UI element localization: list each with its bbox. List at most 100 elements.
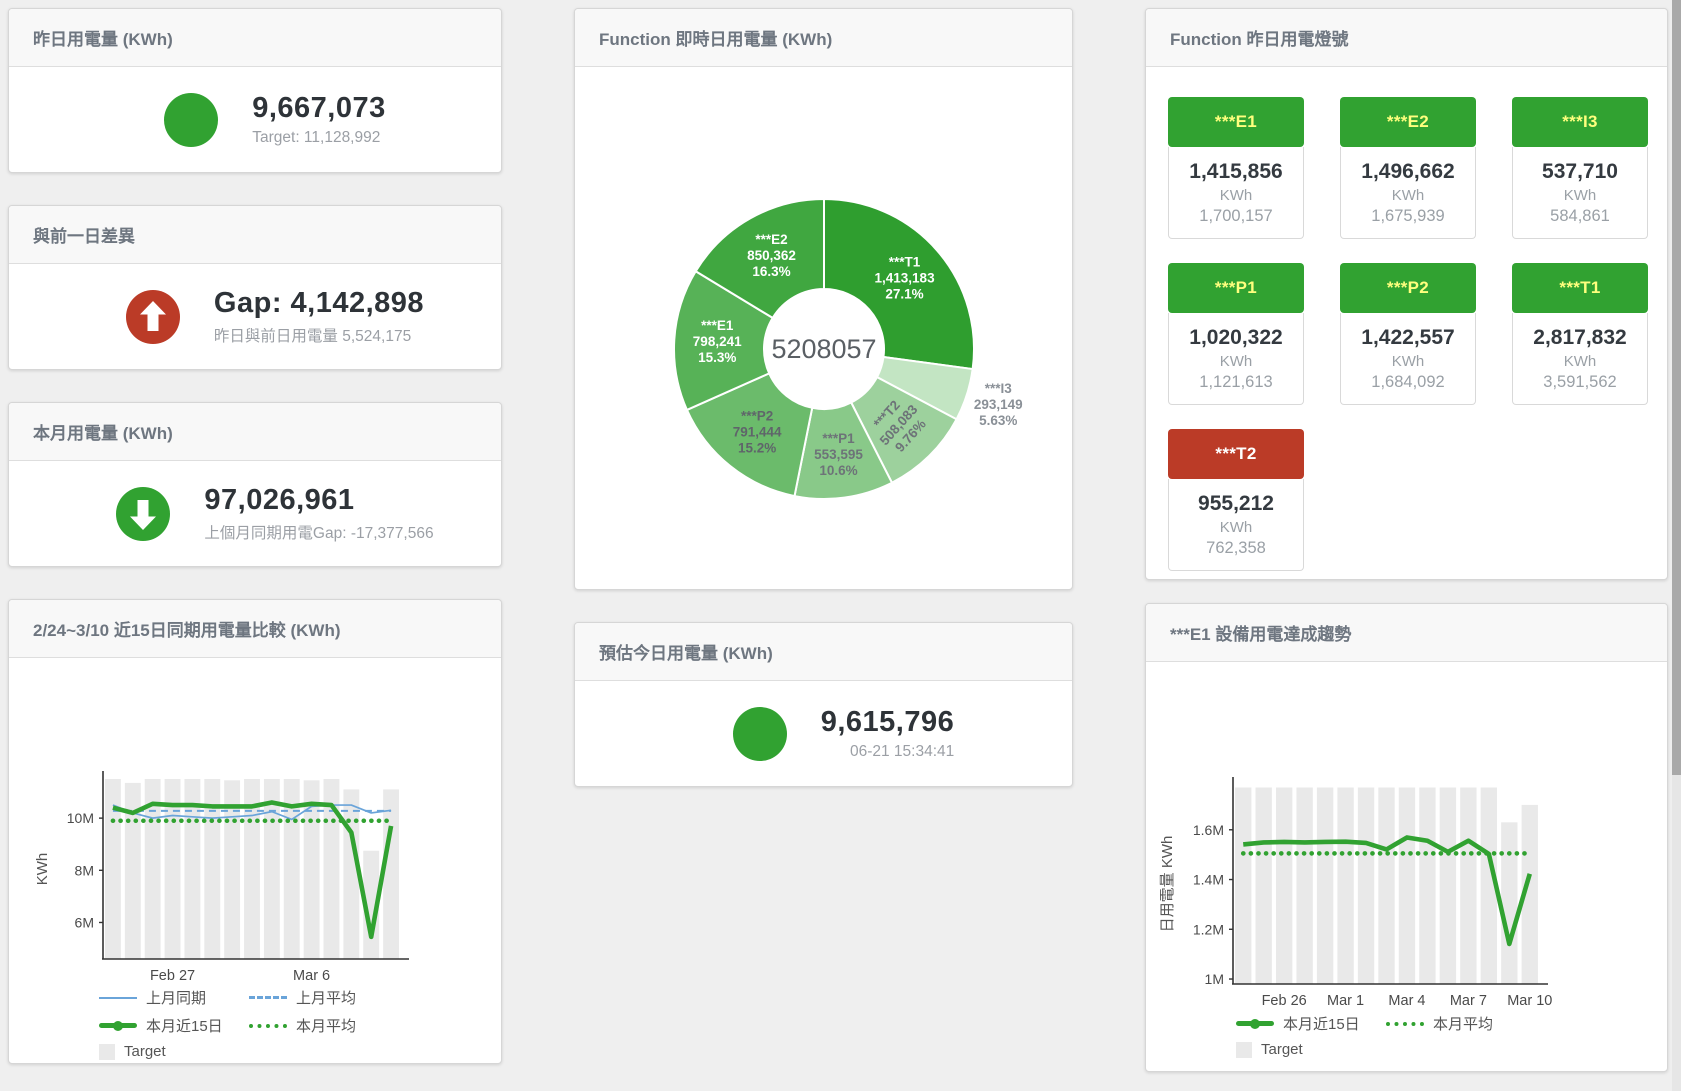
stat-timestamp: 06-21 15:34:41 <box>849 743 955 760</box>
target-bar <box>244 779 260 959</box>
y-tick-label: 10M <box>67 810 94 826</box>
panel-function-realtime-donut: Function 即時日用電量 (KWh) ***T1 1,413,183 27.1… <box>574 8 1073 590</box>
target-bar <box>343 789 360 959</box>
legend-item[interactable]: 本月近15日 <box>1236 1013 1386 1034</box>
lamp-tile-target: 3,591,562 <box>1543 373 1617 391</box>
x-tick-label: Mar 7 <box>1450 993 1487 1006</box>
target-bar <box>1480 787 1498 984</box>
lamp-tile-target: 584,861 <box>1550 207 1610 225</box>
lamp-tile-I3: ***I3 537,710 KWh 584,861 <box>1512 97 1648 239</box>
target-bar <box>1419 787 1436 984</box>
donut-slice-E2 <box>694 197 825 320</box>
lamp-tile-target: 1,121,613 <box>1199 373 1273 391</box>
legend-label: Target <box>1261 1041 1303 1058</box>
legend-label: 上月平均 <box>296 990 357 1007</box>
y-tick-label: 1.6M <box>1193 822 1224 838</box>
legend-item[interactable]: 上月同期 <box>99 987 249 1008</box>
lamp-tile-unit: KWh <box>1219 519 1253 536</box>
target-bar <box>363 850 380 959</box>
status-circle-icon <box>732 706 787 761</box>
target-bar <box>1275 787 1293 984</box>
target-bar <box>263 779 280 959</box>
lamp-tile-body: 1,496,662 KWh 1,675,939 <box>1340 147 1476 239</box>
donut-label: ***E1 798,241 15.3% <box>693 318 742 365</box>
panel-title: 本月用電量 (KWh) <box>9 403 501 461</box>
legend-item[interactable]: Target <box>99 1043 249 1060</box>
panel-gap-prev-day: 與前一日差異 Gap: 4,142,898 昨日與前日用電量 5,524,175 <box>8 205 502 370</box>
scrollbar-thumb[interactable] <box>1672 0 1681 775</box>
panel-title: 2/24~3/10 近15日同期用電量比較 (KWh) <box>9 600 501 658</box>
target-bar <box>1255 787 1272 984</box>
lamp-tile-E2: ***E2 1,496,662 KWh 1,675,939 <box>1340 97 1476 239</box>
target-bar <box>104 779 121 959</box>
lamp-tile-E1: ***E1 1,415,856 KWh 1,700,157 <box>1168 97 1304 239</box>
lamp-tile-value: 2,817,832 <box>1533 326 1627 349</box>
lamp-tile-T2: ***T2 955,212 KWh 762,358 <box>1168 429 1304 571</box>
legend-item[interactable]: 本月近15日 <box>99 1015 249 1036</box>
lamp-tile-name: ***I3 <box>1512 97 1648 147</box>
stat-value: Gap: 4,142,898 <box>213 287 425 319</box>
stat-sub: Target: 11,128,992 <box>252 129 381 146</box>
panel-yesterday-usage: 昨日用電量 (KWh) 9,667,073 Target: 11,128,992 <box>8 8 502 173</box>
panel-lamp-status: Function 昨日用電燈號 ***E1 1,415,856 KWh 1,700,1… <box>1145 8 1668 580</box>
lamp-tile-unit: KWh <box>1563 353 1597 370</box>
lamp-tile-name: ***P2 <box>1340 263 1476 313</box>
donut-slice-T1 <box>823 197 975 371</box>
lamp-tile-unit: KWh <box>1219 353 1253 370</box>
arrow-down-icon <box>116 486 171 541</box>
legend-label: 上月同期 <box>146 990 207 1007</box>
lamp-tile-unit: KWh <box>1391 353 1425 370</box>
target-bar <box>204 779 221 959</box>
stat-sub: 昨日與前日用電量 5,524,175 <box>213 328 412 345</box>
x-tick-label: Feb 27 <box>150 968 195 980</box>
panel-title: ***E1 設備用電達成趨勢 <box>1146 604 1667 662</box>
panel-month-usage: 本月用電量 (KWh) 97,026,961 上個月同期用電Gap: -17,3… <box>8 402 502 567</box>
legend-item[interactable]: 本月平均 <box>249 1015 399 1036</box>
y-tick-label: 1.2M <box>1193 921 1224 937</box>
lamp-tile-body: 1,415,856 KWh 1,700,157 <box>1168 147 1304 239</box>
lamp-tile-body: 955,212 KWh 762,358 <box>1168 479 1304 571</box>
lamp-tile-body: 1,020,322 KWh 1,121,613 <box>1168 313 1304 405</box>
y-tick-label: 1M <box>1205 971 1224 987</box>
lamp-tile-value: 1,422,557 <box>1361 326 1455 349</box>
legend-item[interactable]: 上月平均 <box>249 987 399 1008</box>
legend-swatch-dash-icon <box>249 996 287 999</box>
lamp-tile-value: 1,496,662 <box>1361 160 1455 183</box>
lamp-tile-target: 762,358 <box>1206 539 1266 557</box>
panel-title: Function 即時日用電量 (KWh) <box>575 9 1072 67</box>
x-tick-label: Mar 4 <box>1388 993 1425 1006</box>
target-bar <box>124 782 141 959</box>
donut-slice-P2 <box>685 372 814 498</box>
y-axis-title: 日用電量 KWh <box>1159 836 1176 933</box>
panel-title: Function 昨日用電燈號 <box>1146 9 1667 67</box>
legend-item[interactable]: 本月平均 <box>1386 1013 1536 1034</box>
x-tick-label: Mar 1 <box>1327 993 1364 1006</box>
legend-item[interactable]: Target <box>1236 1041 1386 1058</box>
donut-slice-E1 <box>673 269 775 412</box>
panel-e1-trend-chart: ***E1 設備用電達成趨勢 1M 1.2M 1.4M 1.6M Feb 26 Mar 1… <box>1145 603 1668 1072</box>
panel-title: 預估今日用電量 (KWh) <box>575 623 1072 681</box>
legend-label: 本月平均 <box>1433 1016 1494 1033</box>
lamp-tile-target: 1,684,092 <box>1371 373 1445 391</box>
target-bar <box>144 779 161 959</box>
lamp-tile-unit: KWh <box>1219 187 1253 204</box>
lamp-tile-P1: ***P1 1,020,322 KWh 1,121,613 <box>1168 263 1304 405</box>
lamp-tile-name: ***T1 <box>1512 263 1648 313</box>
compare-chart-svg: 6M 8M 10M Feb 27 Mar 6 KWh <box>34 771 409 984</box>
y-tick-label: 1.4M <box>1193 872 1224 888</box>
stat-value: 97,026,961 <box>204 484 355 516</box>
target-bar <box>1501 822 1518 984</box>
target-bar <box>1235 787 1252 984</box>
target-bar <box>1357 787 1375 984</box>
lamp-tile-value: 1,020,322 <box>1189 326 1283 349</box>
target-bar <box>1398 787 1416 984</box>
scrollbar-track[interactable] <box>1672 0 1681 1091</box>
lamp-tile-value: 955,212 <box>1198 492 1274 515</box>
target-bar <box>1460 787 1477 984</box>
target-bar <box>1296 787 1313 984</box>
target-bar <box>1316 787 1334 984</box>
series-thin <box>112 804 392 821</box>
arrow-up-icon <box>125 289 180 344</box>
legend-swatch-thin-icon <box>99 996 137 999</box>
